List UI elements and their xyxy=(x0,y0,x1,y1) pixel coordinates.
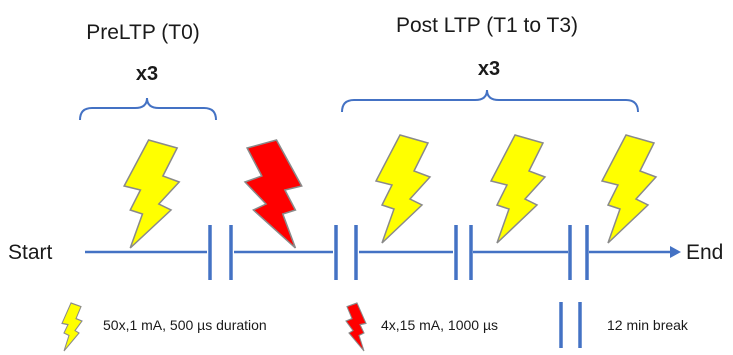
timeline-arrow-icon xyxy=(670,246,681,258)
break-marker xyxy=(208,225,233,280)
pre-ltp-multiplier: x3 xyxy=(136,63,158,85)
post-ltp-multiplier: x3 xyxy=(478,58,500,80)
break-marker xyxy=(568,225,589,280)
legend-yellow-bolt-icon xyxy=(61,302,83,352)
legend-break-label: 12 min break xyxy=(607,317,689,333)
yellow-lightning-bolt-icon xyxy=(490,134,546,244)
yellow-lightning-bolt-icon xyxy=(601,134,657,244)
legend-red-bolt-icon xyxy=(345,302,367,352)
red-lightning-bolt-icon xyxy=(244,139,303,249)
legend-red-stim-label: 4x,15 mA, 1000 µs xyxy=(381,317,498,333)
timeline-start-label: Start xyxy=(8,241,53,264)
post-ltp-title: Post LTP (T1 to T3) xyxy=(396,14,578,37)
timeline-end-label: End xyxy=(686,241,723,264)
legend-yellow-stim-label: 50x,1 mA, 500 µs duration xyxy=(103,317,267,333)
break-marker xyxy=(334,225,358,280)
legend: 50x,1 mA, 500 µs duration 4x,15 mA, 1000… xyxy=(61,302,689,352)
pre-ltp-title: PreLTP (T0) xyxy=(86,21,200,44)
legend-break-icon xyxy=(559,302,582,348)
post-ltp-brace xyxy=(341,89,639,113)
pre-ltp-brace xyxy=(79,97,217,121)
yellow-lightning-bolt-icon xyxy=(375,134,431,244)
yellow-lightning-bolt-icon xyxy=(123,139,180,249)
break-marker xyxy=(454,225,473,280)
